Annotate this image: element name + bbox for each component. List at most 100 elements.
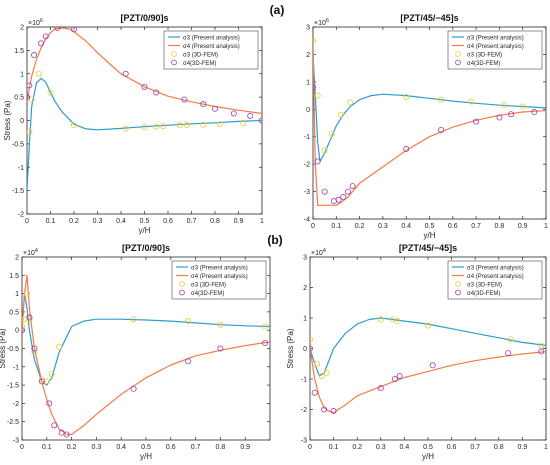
legend-entry-label: σ4(3D-FEM) (467, 61, 500, 67)
y-exponent-label: ×104 (311, 248, 326, 257)
plot-data (310, 316, 546, 415)
y-axis-label: Stress (Pa) (0, 328, 7, 368)
y-exponent-label: ×104 (23, 248, 38, 257)
data-point (23, 290, 30, 297)
legend: σ3 (Present analysis) σ4 (Present analysi… (171, 260, 267, 300)
y-axis-label: Stress (Pa) (3, 100, 12, 140)
data-point (310, 345, 313, 352)
legend-marker-swatch (179, 281, 185, 287)
data-point (200, 101, 207, 108)
legend-entry-label: σ4(3D-FEM) (191, 291, 224, 297)
data-point (51, 422, 58, 429)
x-axis-label: y/H (424, 231, 436, 240)
legend-marker-swatch (171, 59, 177, 66)
data-point (396, 372, 403, 379)
data-point (349, 183, 356, 190)
data-point (122, 125, 129, 132)
data-point (153, 123, 160, 130)
data-point (538, 342, 545, 349)
data-point (185, 358, 192, 365)
legend-marker-swatch (455, 281, 461, 287)
y-tick-label: 0 (306, 107, 310, 114)
y-exponent-label: ×106 (28, 18, 43, 27)
data-point (230, 110, 237, 117)
data-point (71, 122, 78, 129)
x-tick-label: 0.7 (471, 223, 481, 230)
data-point (216, 121, 223, 128)
data-point (26, 316, 33, 323)
data-point (321, 406, 328, 413)
chart-panels: 0 0.1 0.2 0.3 0.4 0.5 0.6 0.7 0.8 0.9 1 -2 -1.5 -1 -0.… (0, 13, 548, 461)
y-tick-label: 1.5 (14, 48, 24, 55)
legend: σ3 (Present analysis) σ4 (Present analysi… (163, 30, 259, 70)
y-tick-label: 0.5 (14, 95, 24, 102)
y-tick-label: -2 (18, 212, 24, 219)
x-tick-label: 0.3 (378, 223, 388, 230)
x-tick-label: 0.3 (93, 218, 103, 225)
chart-a-left: 0 0.1 0.2 0.3 0.4 0.5 0.6 0.7 0.8 0.9 1 -2 -1.5 -1 -0.… (3, 13, 264, 235)
y-tick-label: 1 (15, 291, 19, 298)
y-tick-label: 3 (306, 25, 310, 32)
x-tick-label: 0.7 (191, 444, 201, 451)
x-tick-label: 0.1 (42, 444, 52, 451)
data-point (217, 345, 224, 352)
x-axis-label: y/H (422, 452, 434, 461)
legend-entry-label: σ4 (Present analysis) (183, 44, 240, 50)
chart-title: [PZT/0/90]s (120, 13, 168, 23)
x-tick-label: 0.5 (140, 218, 150, 225)
data-point (473, 118, 480, 125)
data-point (519, 103, 526, 110)
data-point (259, 117, 262, 124)
plot-data (27, 27, 262, 191)
data-point (508, 111, 515, 118)
x-tick-label: 0.6 (448, 223, 458, 230)
legend-entry-label: σ3 (3D-FEM) (191, 282, 226, 288)
legend-entry-label: σ3 (Present analysis) (467, 265, 524, 271)
x-tick-label: 0.5 (141, 444, 151, 451)
data-point (31, 52, 38, 59)
y-tick-label: -1 (18, 165, 24, 172)
data-point (391, 375, 398, 382)
x-tick-label: 0.4 (116, 444, 126, 451)
data-point (141, 83, 148, 90)
y-tick-label: -0.5 (7, 346, 19, 353)
data-point (153, 89, 160, 96)
x-tick-label: 0.9 (240, 444, 250, 451)
legend-marker-swatch (455, 59, 461, 66)
x-axis-label: y/H (140, 452, 152, 461)
data-point (468, 98, 475, 105)
data-point (318, 372, 325, 379)
y-tick-label: 0 (20, 118, 24, 125)
y-tick-label: 0 (303, 346, 307, 353)
x-tick-label: 0.3 (376, 444, 386, 451)
y-tick-label: -3 (301, 438, 307, 445)
y-exponent-label: ×106 (314, 18, 329, 27)
data-point (313, 37, 316, 44)
y-tick-label: -4 (304, 217, 310, 224)
x-tick-label: 0.6 (447, 444, 457, 451)
data-point (531, 109, 538, 116)
series-line-1 (310, 348, 546, 414)
y-tick-label: -1 (13, 364, 19, 371)
x-axis-label: y/H (139, 226, 151, 235)
data-point (310, 336, 313, 343)
data-point (22, 323, 25, 330)
legend-entry-label: σ3 (3D-FEM) (467, 282, 502, 288)
legend: σ3 (Present analysis) σ4 (Present analysi… (447, 260, 543, 300)
x-tick-label: 0.1 (329, 444, 339, 451)
data-point (496, 114, 503, 121)
data-point (429, 362, 436, 369)
data-point (314, 158, 321, 165)
data-point (122, 70, 129, 77)
data-point (27, 129, 33, 136)
data-point (22, 327, 25, 334)
y-tick-label: -1 (301, 377, 307, 384)
x-tick-label: 0.9 (234, 218, 244, 225)
data-point (31, 345, 38, 352)
legend-entry-label: σ4 (Present analysis) (467, 44, 524, 50)
y-tick-label: -0.5 (12, 141, 24, 148)
series-line-0 (27, 77, 262, 191)
data-point (323, 369, 330, 376)
data-point (38, 378, 45, 385)
y-tick-label: -1.5 (7, 383, 19, 390)
